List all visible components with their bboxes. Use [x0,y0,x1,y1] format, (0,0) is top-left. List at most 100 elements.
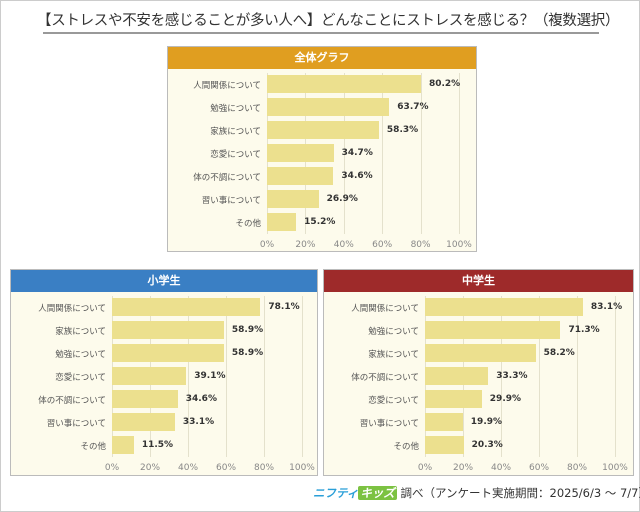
bar [425,367,489,385]
x-tick-label: 60% [215,463,237,473]
x-tick-label: 20% [139,463,161,473]
value-label: 11.5% [141,440,174,450]
x-tick-label: 80% [410,240,431,250]
bar [267,144,334,162]
x-tick-label: 60% [372,240,393,250]
value-label: 20.3% [471,440,503,450]
category-label: その他 [235,219,261,229]
bar [267,121,379,139]
value-label: 15.2% [304,217,336,227]
category-label: 習い事について [46,419,106,429]
value-label: 58.9% [231,325,264,335]
bar [425,344,536,362]
value-label: 33.3% [496,371,528,381]
category-label: その他 [393,442,419,452]
chart-header: 全体グラフ [168,47,476,69]
bar [425,321,561,339]
bar [112,413,175,431]
value-label: 58.3% [386,125,419,135]
category-label: 習い事について [359,419,419,429]
category-label: 体の不調について [193,173,261,183]
bar [112,390,178,408]
value-label: 34.6% [341,171,373,181]
value-label: 39.1% [194,371,226,381]
x-tick-label: 20% [452,463,474,473]
value-label: 83.1% [590,302,623,312]
category-label: 体の不調について [38,396,106,406]
logo-kids: キッズ [358,486,397,500]
chart-header: 小学生 [11,270,317,292]
bar [267,167,334,185]
value-label: 58.2% [543,348,575,358]
category-label: 体の不調について [351,373,419,383]
bar [112,367,187,385]
source-footer: ニフティ キッズ 調べ（アンケート実施期間：2025/6/3 ～ 7/7） [313,485,640,501]
gridline [302,296,303,457]
category-label: 家族について [210,127,261,137]
gridline [264,296,265,457]
value-label: 71.3% [568,325,600,335]
x-tick-label: 20% [295,240,316,250]
bar [267,190,319,208]
value-label: 63.7% [397,102,429,112]
bar [425,390,482,408]
category-label: 家族について [368,350,419,360]
gridline [226,296,227,457]
gridline [615,296,616,457]
chart-panel-elementary: 小学生 0% 20% 40% 60% 80% 100% 人間関係について 78.1% 家族につい… [10,269,318,476]
bar [267,98,390,116]
value-label: 78.1% [268,302,300,312]
gridline [188,296,189,457]
gridline [343,73,345,234]
bar [425,436,464,454]
value-label: 33.1% [182,417,215,427]
x-tick-label: 40% [177,463,199,473]
bar [112,436,134,454]
gridline [459,73,460,234]
title-divider [43,32,599,34]
logo-nifty: ニフティ [313,486,359,500]
source-text: 調べ（アンケート実施期間：2025/6/3 ～ 7/7） [400,486,640,500]
bar [112,344,224,362]
bar [267,213,297,231]
x-tick-label: 60% [528,463,550,473]
bar [112,298,261,316]
value-label: 80.2% [428,79,461,89]
category-label: 勉強について [55,350,106,360]
x-tick-label: 100% [446,240,472,250]
x-tick-label: 0% [259,240,275,250]
category-label: 恋愛について [368,396,419,406]
gridline [501,296,502,457]
category-label: 人間関係について [193,81,261,91]
category-label: 人間関係について [38,304,106,314]
value-label: 29.9% [489,394,522,404]
x-tick-label: 80% [253,463,275,473]
bar [425,413,463,431]
x-tick-label: 0% [104,463,120,473]
gridline [577,296,578,457]
category-label: 人間関係について [351,304,419,314]
category-label: その他 [80,442,106,452]
x-tick-label: 40% [490,463,512,473]
x-tick-label: 0% [417,463,433,473]
chart-panel-overall: 全体グラフ 0% 20% 40% 60% 80% 100% 人間関係について 80.2% 勉強に… [167,46,477,252]
bar [425,298,583,316]
category-label: 勉強について [210,104,261,114]
page-title: 【ストレスや不安を感じることが多い人へ】どんなことにストレスを感じる？（複数選択… [37,13,620,29]
gridline [420,73,422,234]
x-tick-label: 100% [602,463,628,473]
category-label: 恋愛について [210,150,261,160]
chart-panel-junior-high: 中学生 0% 20% 40% 60% 80% 100% 人間関係について 83.1% 勉強につい… [323,269,634,476]
x-tick-label: 80% [566,463,588,473]
bar [267,75,421,93]
category-label: 習い事について [201,196,261,206]
category-label: 恋愛について [55,373,106,383]
value-label: 34.7% [341,148,373,158]
x-tick-label: 40% [333,240,354,250]
x-tick-label: 100% [289,463,315,473]
category-label: 勉強について [368,327,419,337]
value-label: 58.9% [231,348,264,358]
value-label: 26.9% [326,194,358,204]
gridline [539,296,540,457]
value-label: 34.6% [185,394,217,404]
